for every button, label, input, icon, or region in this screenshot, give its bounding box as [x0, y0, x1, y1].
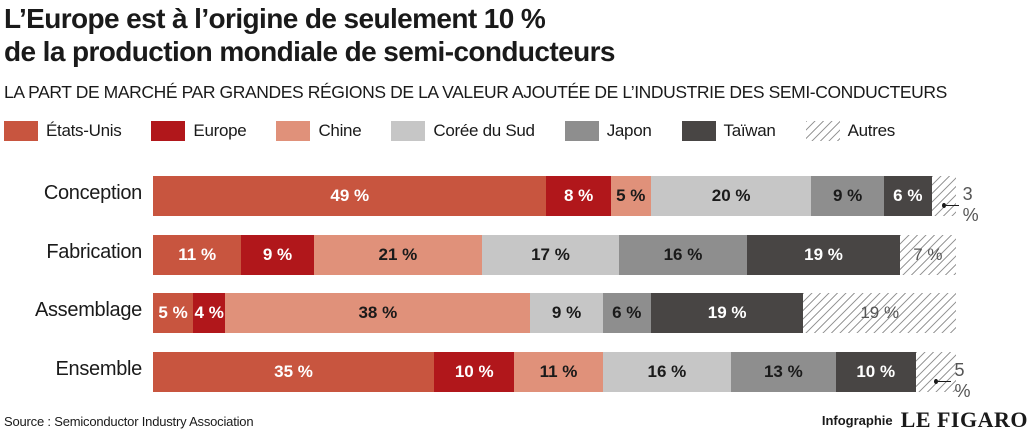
- data-label-assemblage-chine: 38 %: [358, 303, 398, 322]
- bar-conception-japon: 9 %: [811, 176, 884, 216]
- data-label-fabrication-japon: 16 %: [663, 245, 703, 264]
- data-label-conception-chine: 5 %: [616, 186, 646, 205]
- data-label-assemblage-japon: 6 %: [612, 303, 642, 322]
- data-label-conception-taiwan: 6 %: [893, 186, 923, 205]
- bar-ensemble-japon: 13 %: [731, 352, 836, 392]
- bar-assemblage-etats-unis: 5 %: [153, 293, 194, 333]
- legend-item-europe: Europe: [151, 121, 247, 141]
- legend-label-japon: Japon: [606, 121, 652, 140]
- bar-conception-coree-du-sud: 20 %: [650, 176, 812, 216]
- bar-assemblage-coree-du-sud: 9 %: [530, 293, 603, 333]
- bar-conception-etats-unis: 49 %: [153, 176, 547, 216]
- legend-label-coree-du-sud: Corée du Sud: [433, 121, 535, 140]
- data-label-assemblage-etats-unis: 5 %: [158, 303, 188, 322]
- legend-swatch-coree-du-sud: [391, 121, 426, 141]
- bar-fabrication-europe: 9 %: [241, 235, 314, 275]
- legend-label-chine: Chine: [318, 121, 362, 140]
- data-label-conception-etats-unis: 49 %: [330, 186, 370, 205]
- outside-label-text: 3 %: [962, 184, 979, 225]
- chart-subtitle: LA PART DE MARCHÉ PAR GRANDES RÉGIONS DE…: [4, 82, 947, 102]
- bar-fabrication-taiwan: 19 %: [747, 235, 900, 275]
- leader-dot: [941, 202, 946, 208]
- bar-ensemble-taiwan: 10 %: [835, 352, 916, 392]
- legend-swatch-europe: [151, 121, 186, 141]
- data-label-ensemble-coree-du-sud: 16 %: [647, 362, 687, 381]
- data-label-fabrication-taiwan: 19 %: [804, 245, 843, 264]
- legend-label-taiwan: Taïwan: [723, 121, 776, 140]
- legend-swatch-japon: [564, 121, 599, 141]
- bar-fabrication-chine: 21 %: [313, 235, 483, 275]
- outside-label-text: 5 %: [954, 360, 971, 401]
- bar-fabrication-coree-du-sud: 17 %: [482, 235, 619, 275]
- data-label-conception-coree-du-sud: 20 %: [711, 186, 751, 205]
- bar-ensemble-europe: 10 %: [434, 352, 515, 392]
- data-label-fabrication-autres: 7 %: [913, 245, 943, 264]
- bar-ensemble-etats-unis: 35 %: [153, 352, 435, 392]
- bar-assemblage-europe: 4 %: [193, 293, 226, 333]
- credit: Infographie LE FIGARO: [822, 407, 1028, 433]
- source-note: Source : Semiconductor Industry Associat…: [4, 414, 254, 429]
- bar-assemblage-taiwan: 19 %: [650, 293, 804, 333]
- data-label-fabrication-europe: 9 %: [262, 245, 293, 264]
- data-label-fabrication-chine: 21 %: [378, 245, 418, 264]
- data-label-assemblage-taiwan: 19 %: [707, 303, 747, 322]
- bar-ensemble-coree-du-sud: 16 %: [602, 352, 732, 392]
- bar-ensemble-chine: 11 %: [514, 352, 603, 392]
- data-label-ensemble-japon: 13 %: [763, 362, 803, 381]
- chart-title-line-2: de la production mondiale de semi-conduc…: [4, 36, 615, 67]
- legend-item-chine: Chine: [276, 121, 362, 141]
- legend-item-coree-du-sud: Corée du Sud: [391, 121, 535, 141]
- data-label-assemblage-europe: 4 %: [194, 303, 224, 322]
- bar-conception-europe: 8 %: [546, 176, 611, 216]
- bar-fabrication-etats-unis: 11 %: [153, 235, 242, 275]
- leader-line: [937, 380, 951, 382]
- data-label-ensemble-taiwan: 10 %: [856, 362, 896, 381]
- data-label-conception-europe: 8 %: [563, 186, 594, 205]
- legend-swatch-autres: [805, 121, 840, 141]
- le-figaro-logo: LE FIGARO: [900, 407, 1028, 432]
- bar-conception-chine: 5 %: [610, 176, 651, 216]
- bar-assemblage-chine: 38 %: [225, 293, 531, 333]
- data-label-ensemble-autres: 5 %: [933, 360, 977, 402]
- category-label-ensemble: Ensemble: [55, 358, 142, 380]
- bar-fabrication-autres: 7 %: [899, 235, 956, 275]
- data-label-ensemble-europe: 10 %: [454, 362, 494, 381]
- legend-item-etats-unis: États-Unis: [4, 121, 122, 141]
- data-label-conception-autres: 3 %: [941, 184, 985, 226]
- legend-item-autres: Autres: [805, 121, 896, 141]
- bar-ensemble-autres: [915, 352, 956, 392]
- chart-title: L’Europe est à l’origine de seulement 10…: [4, 2, 1024, 68]
- data-label-conception-japon: 9 %: [832, 186, 863, 205]
- bar-assemblage-japon: 6 %: [602, 293, 651, 333]
- bar-conception-autres: [931, 176, 956, 216]
- legend-item-taiwan: Taïwan: [681, 121, 776, 141]
- bar-conception-taiwan: 6 %: [883, 176, 932, 216]
- legend-item-japon: Japon: [564, 121, 652, 141]
- legend-label-europe: Europe: [193, 121, 247, 140]
- legend-swatch-etats-unis: [4, 121, 38, 141]
- leader-line: [945, 204, 959, 206]
- leader-dot: [933, 378, 938, 384]
- bar-fabrication-japon: 16 %: [618, 235, 748, 275]
- bar-assemblage-autres: 19 %: [803, 293, 956, 333]
- legend-swatch-chine: [276, 121, 311, 141]
- chart-legend: États-Unis Europe Chine Corée du Sud Japon Ta…: [4, 120, 925, 142]
- chart-title-line-1: L’Europe est à l’origine de seulement 10…: [4, 3, 546, 34]
- category-label-assemblage: Assemblage: [34, 299, 142, 321]
- legend-label-autres: Autres: [847, 121, 896, 140]
- legend-swatch-taiwan: [681, 121, 716, 141]
- legend-label-etats-unis: États-Unis: [46, 121, 122, 140]
- category-label-conception: Conception: [43, 182, 142, 204]
- data-label-fabrication-etats-unis: 11 %: [178, 245, 217, 264]
- data-label-ensemble-chine: 11 %: [539, 362, 578, 381]
- data-label-assemblage-coree-du-sud: 9 %: [551, 303, 582, 322]
- data-label-ensemble-etats-unis: 35 %: [274, 362, 313, 381]
- data-label-fabrication-coree-du-sud: 17 %: [531, 245, 570, 264]
- data-label-assemblage-autres: 19 %: [860, 303, 900, 322]
- credit-text: Infographie: [821, 412, 893, 428]
- category-label-fabrication: Fabrication: [46, 241, 142, 263]
